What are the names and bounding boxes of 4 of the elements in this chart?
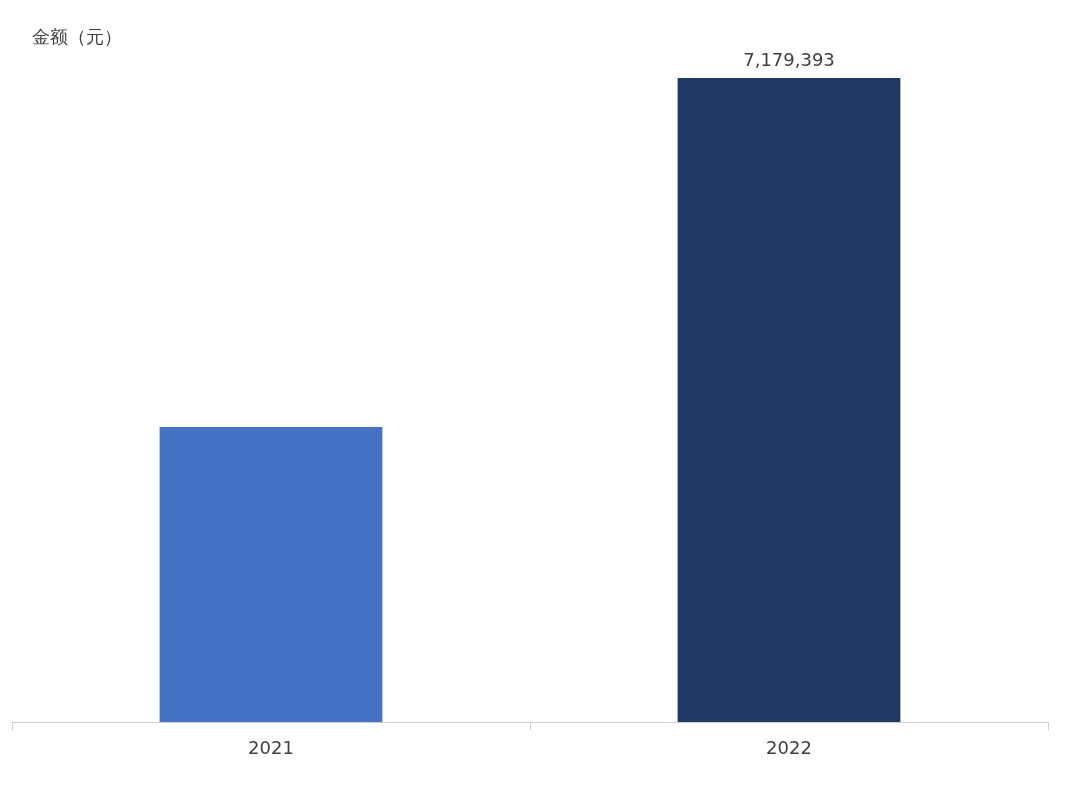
x-tick-label: 2022 <box>766 736 812 758</box>
x-tick-label: 2021 <box>248 736 294 758</box>
y-axis-title: 金额（元） <box>32 25 122 47</box>
data-label: 7,179,393 <box>743 48 835 70</box>
